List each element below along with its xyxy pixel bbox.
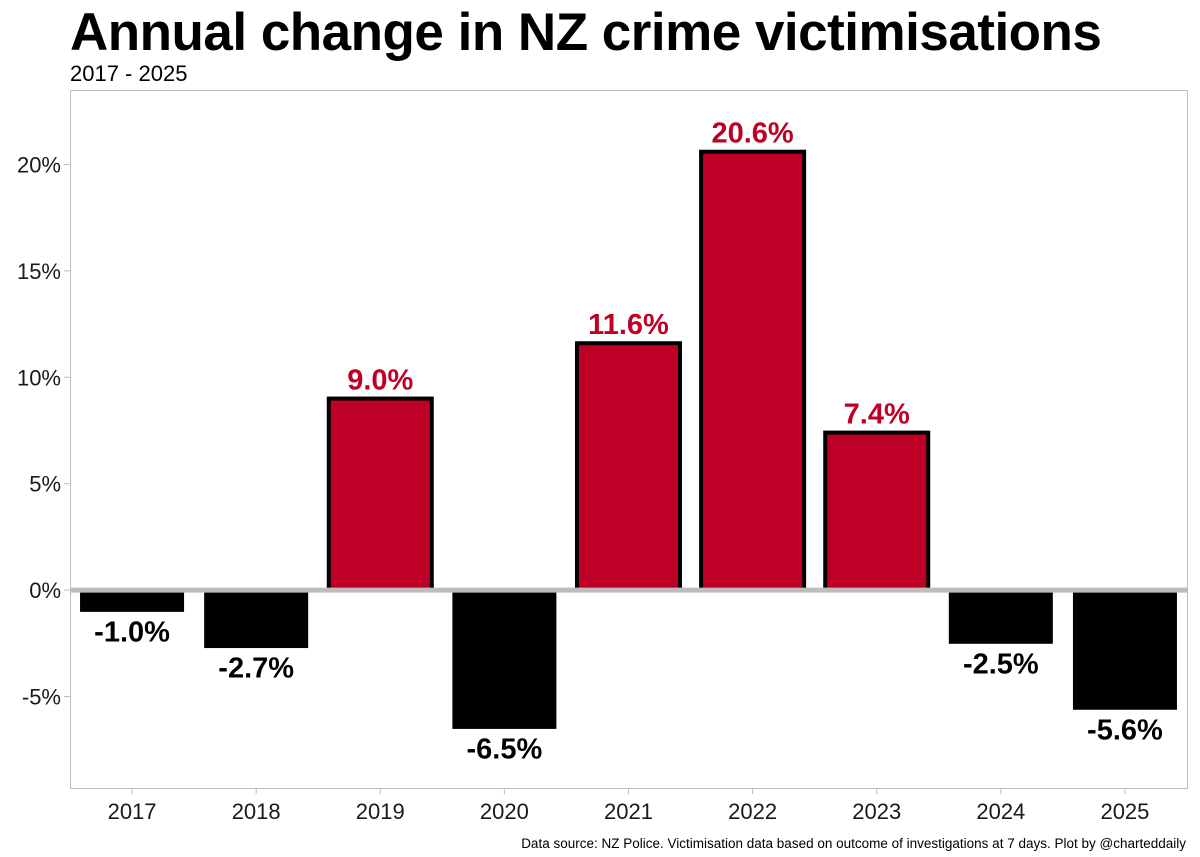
bar-value-label: -6.5%: [467, 733, 543, 765]
x-tick-label: 2025: [1100, 799, 1149, 824]
y-tick-label: 5%: [29, 472, 61, 497]
bar-2020: [452, 589, 557, 729]
chart-source: Data source: NZ Police. Victimisation da…: [521, 836, 1186, 851]
chart-title: Annual change in NZ crime victimisations: [70, 3, 1102, 62]
bar-value-label: -1.0%: [94, 616, 170, 648]
bar-value-label: -2.7%: [218, 653, 294, 685]
x-tick-label: 2017: [108, 799, 157, 824]
x-tick-label: 2023: [852, 799, 901, 824]
x-tick-label: 2018: [232, 799, 281, 824]
x-tick-label: 2022: [728, 799, 777, 824]
y-tick-label: 0%: [29, 578, 61, 603]
bar-2021: [574, 341, 683, 593]
bar-value-label: 20.6%: [711, 118, 793, 150]
x-tick-label: 2019: [356, 799, 405, 824]
bar-2025: [1072, 589, 1177, 710]
y-tick-label: 20%: [17, 152, 61, 177]
bar-2024: [948, 589, 1053, 644]
bar-value-label: 7.4%: [844, 399, 910, 431]
x-axis: 2017 2018 2019 2020 2021 2022 2023 2024 2025: [108, 788, 1149, 824]
bar-2022: [699, 149, 807, 593]
bar-value-label: -2.5%: [963, 648, 1039, 680]
y-tick-label: 10%: [17, 365, 61, 390]
y-tick-label: -5%: [22, 684, 61, 709]
bar-value-label: 9.0%: [347, 365, 413, 397]
x-tick-label: 2021: [604, 799, 653, 824]
bar-2023: [823, 430, 931, 593]
bar-value-label: -5.6%: [1087, 714, 1163, 746]
x-tick-label: 2024: [976, 799, 1025, 824]
chart-subtitle: 2017 - 2025: [70, 61, 188, 86]
bar-2019: [326, 396, 434, 593]
bar-2018: [204, 589, 309, 649]
bar-2017: [80, 589, 185, 612]
bar-labels: -1.0% -2.7% 9.0% -6.5% 11.6% 20.6% 7.4% -2.5% -5…: [94, 118, 1163, 766]
y-tick-label: 15%: [17, 259, 61, 284]
y-axis: -5% 0% 5% 10% 15% 20%: [17, 152, 70, 709]
x-tick-label: 2020: [480, 799, 529, 824]
bar-value-label: 11.6%: [588, 309, 669, 341]
bars: [80, 149, 1177, 729]
